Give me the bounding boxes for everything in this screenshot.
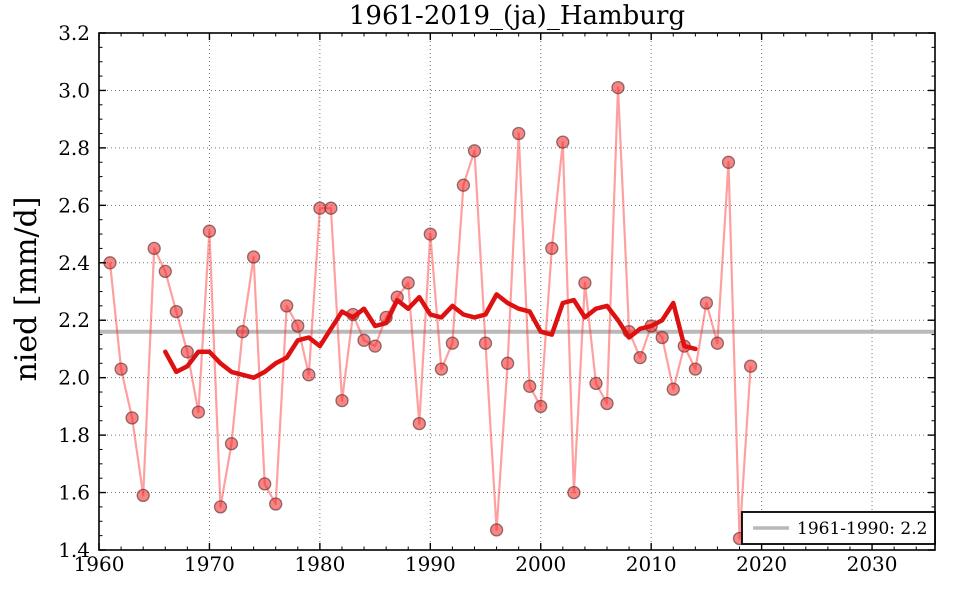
annual-data-point: [224, 437, 239, 451]
y-axis-label: nied [mm/d]: [9, 196, 44, 381]
annual-data-point: [423, 227, 437, 241]
y-tick-label: 1.4: [58, 538, 90, 562]
annual-data-point: [633, 350, 647, 365]
x-tick-label: 2000: [515, 552, 566, 576]
annual-data-point: [688, 362, 703, 376]
x-tick-label: 1970: [184, 552, 235, 576]
legend: 1961-1990: 2.2: [741, 511, 936, 545]
annual-data-point: [412, 416, 426, 431]
annual-data-point: [556, 135, 570, 149]
x-tick-label: 1980: [294, 552, 345, 576]
y-tick-label: 2.0: [58, 366, 90, 390]
annual-data-point: [180, 345, 194, 359]
annual-data-point: [335, 393, 349, 408]
annual-data-point: [291, 319, 305, 333]
annual-data-point: [578, 276, 592, 290]
annual-data-point: [743, 359, 758, 373]
annual-data-point: [324, 201, 338, 215]
annual-data-point: [434, 362, 449, 376]
annual-data-point: [445, 336, 460, 350]
annual-data-point: [512, 126, 526, 141]
annual-data-point: [710, 336, 725, 350]
annual-data-point: [191, 405, 206, 419]
annual-data-point: [235, 325, 250, 339]
y-tick-label: 3.0: [58, 78, 90, 102]
annual-data-point: [655, 330, 669, 345]
annual-data-point: [534, 399, 548, 414]
annual-data-point: [136, 488, 150, 503]
annual-data-point: [523, 379, 537, 393]
annual-data-point: [489, 523, 504, 537]
annual-data-point: [600, 396, 614, 411]
annual-data-point: [611, 80, 625, 95]
y-tick-label: 2.2: [58, 308, 90, 332]
annual-data-point: [258, 477, 272, 491]
plot-layers: 1960 1970 1980 1990 2000 2010 2020 2030 1.4 1.6 1.…: [58, 21, 936, 576]
annual-data-point: [500, 356, 515, 370]
smoothed-series-line: [163, 292, 698, 380]
annual-data-point: [280, 299, 294, 313]
annual-data-point: [125, 411, 139, 425]
x-tick-label: 2010: [626, 552, 677, 576]
x-tick-label: 1990: [405, 552, 456, 576]
annual-data-point: [269, 497, 283, 511]
plot-border: [98, 32, 936, 551]
annual-data-point: [368, 339, 382, 353]
annual-data-point: [147, 241, 161, 256]
y-tick-label: 2.8: [58, 136, 90, 160]
annual-data-point: [246, 250, 261, 264]
y-tick-label: 2.6: [58, 193, 90, 217]
annual-data-point: [545, 241, 559, 256]
annual-data-point: [357, 333, 371, 347]
annual-data-point: [401, 276, 415, 290]
annual-data-point: [213, 500, 228, 514]
annual-data-point: [721, 155, 736, 169]
legend-label: 1961-1990: 2.2: [797, 519, 927, 539]
x-tick-label: 2030: [847, 552, 898, 576]
y-tick-label: 1.8: [58, 423, 90, 447]
annual-data-point: [456, 178, 471, 192]
x-tick-label: 2020: [736, 552, 787, 576]
annual-data-point: [699, 296, 714, 310]
annual-data-point: [467, 144, 482, 158]
annual-data-point: [666, 382, 680, 396]
y-tick-label: 1.6: [58, 481, 90, 505]
annual-data-point: [567, 485, 581, 500]
annual-data-point: [202, 224, 217, 238]
annual-data-point: [478, 336, 493, 350]
y-tick-label: 2.4: [58, 251, 90, 275]
annual-data-point: [589, 376, 603, 391]
annual-data-point: [302, 368, 316, 382]
y-tick-label: 3.2: [58, 21, 90, 45]
annual-data-point: [313, 201, 327, 215]
chart-title: 1961-2019_(ja)_Hamburg: [349, 1, 685, 31]
annual-data-point: [114, 362, 128, 376]
annual-data-point: [158, 264, 172, 279]
annual-data-point: [169, 304, 183, 319]
x-tick-label: 1960: [74, 552, 125, 576]
